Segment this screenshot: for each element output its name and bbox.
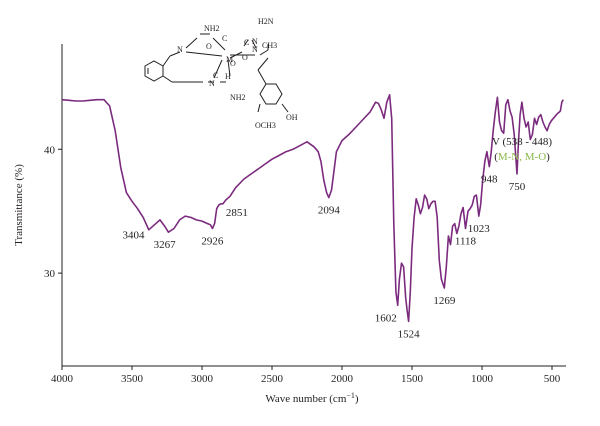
- x-tick-label: 1500: [401, 373, 424, 385]
- peak-label: 1118: [455, 236, 477, 248]
- structure-atom-label: O: [230, 59, 236, 68]
- structure-bond: [251, 39, 257, 49]
- x-tick-label: 1000: [471, 373, 494, 385]
- structure-atom-label: O: [242, 53, 248, 62]
- structure-atom-label: C: [222, 34, 227, 43]
- structure-bond: [185, 37, 198, 49]
- structure-atom-label: CH3: [262, 41, 277, 50]
- structure-bond: [162, 55, 171, 67]
- x-tick-label: 3000: [191, 373, 214, 385]
- structure-bond: [185, 51, 223, 57]
- structure-bond: [257, 69, 267, 85]
- molecule-structure: [144, 33, 289, 113]
- structure-bond: [281, 103, 289, 113]
- x-tick-label: 2500: [261, 373, 284, 385]
- structure-atom-label: N: [252, 37, 258, 46]
- structure-atom-label: NH2: [204, 24, 220, 33]
- structure-atom-label: OCH3: [255, 121, 276, 130]
- structure-atom-label: N: [177, 45, 183, 54]
- y-tick-label: 40: [44, 144, 56, 156]
- structure-atom-label: NH2: [230, 93, 246, 102]
- x-axis-title: Wave number (cm−1): [265, 391, 359, 405]
- x-tick-label: 4000: [51, 373, 74, 385]
- structure-atom-label: N: [209, 79, 215, 88]
- peak-label: 2926: [201, 236, 224, 248]
- structure-bond: [212, 37, 226, 51]
- structure-bond: [259, 49, 269, 56]
- structure-atom-label: O: [206, 42, 212, 51]
- y-tick-label: 30: [44, 268, 56, 280]
- structure-atom-label: C: [213, 71, 218, 80]
- transmittance-series-line: [61, 94, 564, 323]
- x-axis-ticks: 4000 3500 3000 2500 2000 1500 1000 500: [51, 366, 561, 385]
- structure-bond: [213, 59, 223, 79]
- structure-atom-label: OH: [286, 113, 298, 122]
- structure-atom-label: M: [226, 55, 233, 64]
- peak-label: 2094: [318, 205, 341, 217]
- peak-label: 948: [481, 174, 498, 186]
- peak-label: 750: [509, 181, 526, 193]
- side-note-line1: V (538 - 448): [492, 136, 552, 148]
- x-tick-label: 500: [544, 373, 561, 385]
- peak-label: 1524: [398, 328, 421, 340]
- structure-atom-label: N: [252, 45, 258, 54]
- peak-label: 1602: [375, 312, 397, 324]
- x-tick-label: 2000: [331, 373, 354, 385]
- structure-atom-label: H2N: [258, 17, 274, 26]
- side-note-line2: (M-N, M-O): [494, 151, 550, 163]
- peak-label: 3404: [122, 229, 145, 241]
- plot-frame: [61, 44, 566, 367]
- side-note: V (538 - 448) (M-N, M-O): [492, 136, 552, 163]
- structure-bond: [227, 59, 231, 77]
- y-axis-ticks: 30 40: [44, 144, 62, 280]
- structure-bond: [243, 39, 249, 47]
- peak-label: 1269: [433, 295, 456, 307]
- structure-atom-label: C: [244, 38, 249, 47]
- structure-bond: [169, 51, 181, 57]
- y-axis-title: Transmittance (%): [13, 164, 25, 246]
- structure-phenol-ring: [259, 83, 283, 105]
- structure-bond: [257, 103, 261, 113]
- structure-bond: [257, 57, 269, 71]
- peak-label: 1023: [468, 223, 491, 235]
- structure-bond: [162, 75, 173, 83]
- x-tick-label: 3500: [121, 373, 144, 385]
- structure-atom-label: H: [225, 72, 231, 81]
- peak-label: 2851: [226, 207, 248, 219]
- peak-label: 3267: [154, 239, 177, 251]
